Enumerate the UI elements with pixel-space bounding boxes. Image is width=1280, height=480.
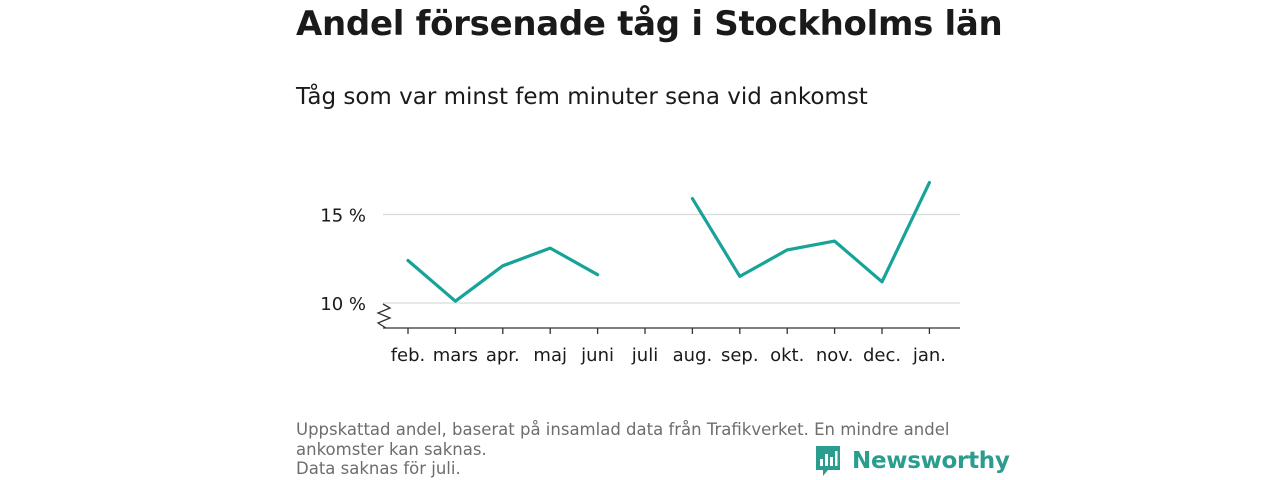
- x-tick-label: okt.: [770, 345, 804, 366]
- y-tick-label: 10 %: [320, 294, 366, 315]
- x-tick-label: feb.: [391, 345, 426, 366]
- y-tick-label: 15 %: [320, 206, 366, 227]
- x-tick-label: mars: [433, 345, 478, 366]
- footnote-line: Data saknas för juli.: [296, 459, 461, 478]
- brand-name: Newsworthy: [852, 448, 1010, 474]
- x-tick-label: apr.: [486, 345, 520, 366]
- x-tick-label: juli: [631, 345, 658, 366]
- y-axis-labels: 10 % 15 %: [320, 206, 366, 316]
- x-tick-label: juni: [580, 345, 614, 366]
- x-tick-label: aug.: [673, 345, 713, 366]
- chart-title: Andel försenade tåg i Stockholms län: [296, 4, 1003, 44]
- x-tick-label: maj: [533, 345, 567, 366]
- x-tick-label: nov.: [816, 345, 853, 366]
- x-tick-label: dec.: [863, 345, 901, 366]
- footnote: Uppskattad andel, baserat på insamlad da…: [296, 420, 986, 479]
- newsworthy-logo-icon: [816, 446, 840, 476]
- data-series: [406, 181, 932, 303]
- gridlines: [383, 213, 960, 304]
- brand-logo: Newsworthy: [814, 444, 1010, 478]
- x-axis-labels: feb. mars apr. maj juni juli aug. sep. okt. nov. d…: [391, 345, 946, 366]
- x-axis: [376, 303, 960, 334]
- footnote-line: ankomster kan saknas.: [296, 439, 487, 459]
- x-tick-label: sep.: [721, 345, 759, 366]
- footnote-line: Uppskattad andel, baserat på insamlad da…: [296, 420, 950, 439]
- series-line-segment: [690, 181, 932, 284]
- line-chart: 10 % 15 % feb. mars apr. maj juni juli aug. sep.…: [320, 181, 960, 366]
- axis-break-marker: [376, 303, 392, 329]
- x-tick-label: jan.: [912, 345, 946, 366]
- chart-subtitle: Tåg som var minst fem minuter sena vid a…: [296, 84, 868, 110]
- series-line-segment: [406, 246, 600, 303]
